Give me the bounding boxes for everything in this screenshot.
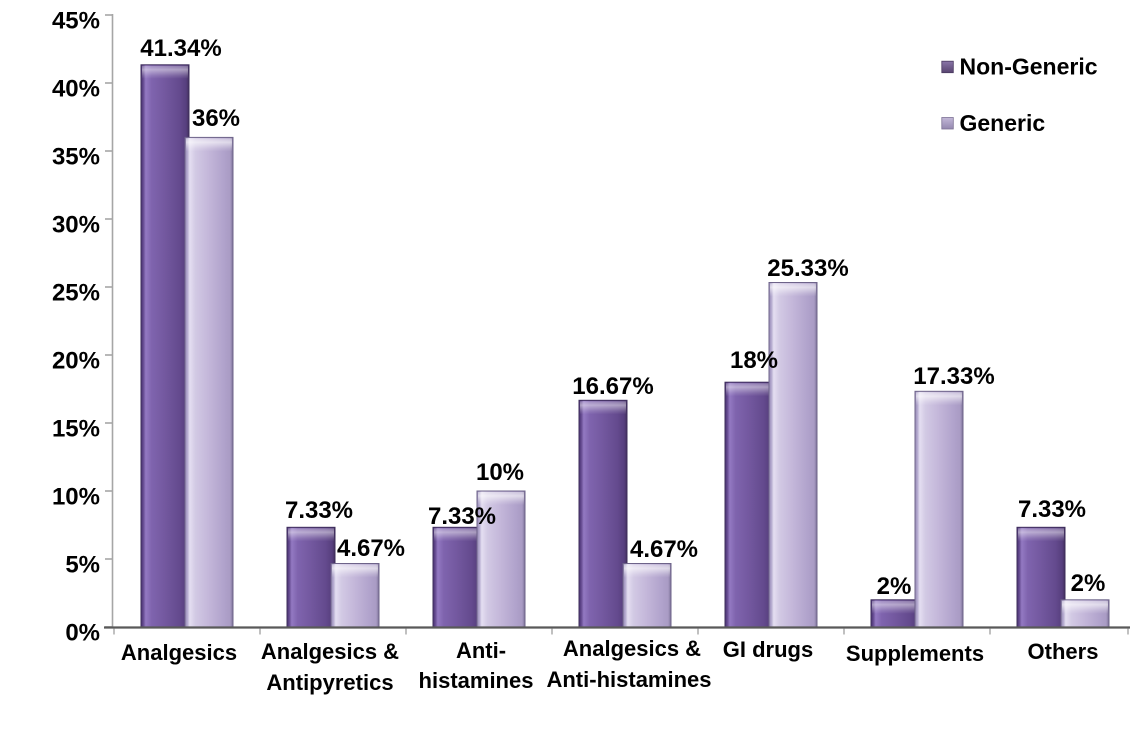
svg-text:GI drugs: GI drugs — [723, 637, 813, 662]
svg-text:10%: 10% — [52, 484, 100, 511]
svg-text:Supplements: Supplements — [846, 641, 984, 666]
svg-text:histamines: histamines — [419, 668, 534, 693]
svg-text:16.67%: 16.67% — [572, 373, 653, 400]
svg-text:25%: 25% — [52, 280, 100, 307]
svg-text:5%: 5% — [65, 552, 100, 579]
svg-text:Generic: Generic — [960, 110, 1046, 136]
svg-text:4.67%: 4.67% — [337, 535, 405, 562]
svg-text:7.33%: 7.33% — [428, 503, 496, 530]
svg-text:0%: 0% — [65, 620, 100, 647]
svg-text:18%: 18% — [730, 347, 778, 374]
svg-text:Analgesics: Analgesics — [121, 640, 237, 665]
svg-text:30%: 30% — [52, 212, 100, 239]
svg-text:Analgesics &: Analgesics & — [563, 636, 701, 661]
svg-text:35%: 35% — [52, 144, 100, 171]
svg-text:7.33%: 7.33% — [1018, 496, 1086, 523]
svg-text:36%: 36% — [192, 105, 240, 132]
svg-text:45%: 45% — [52, 8, 100, 35]
svg-text:40%: 40% — [52, 76, 100, 103]
svg-text:4.67%: 4.67% — [630, 536, 698, 563]
svg-text:7.33%: 7.33% — [285, 497, 353, 524]
svg-text:Others: Others — [1028, 639, 1099, 664]
svg-text:Anti-histamines: Anti-histamines — [546, 667, 711, 692]
svg-text:2%: 2% — [877, 573, 912, 600]
svg-text:15%: 15% — [52, 416, 100, 443]
svg-text:2%: 2% — [1071, 570, 1106, 597]
svg-text:Antipyretics: Antipyretics — [266, 670, 393, 695]
svg-text:Non-Generic: Non-Generic — [960, 54, 1098, 80]
svg-text:25.33%: 25.33% — [767, 255, 848, 282]
svg-text:17.33%: 17.33% — [913, 363, 994, 390]
svg-text:Anti-: Anti- — [456, 638, 506, 663]
svg-text:10%: 10% — [476, 459, 524, 486]
svg-text:Analgesics &: Analgesics & — [261, 639, 399, 664]
svg-text:41.34%: 41.34% — [140, 35, 221, 62]
svg-text:20%: 20% — [52, 348, 100, 375]
